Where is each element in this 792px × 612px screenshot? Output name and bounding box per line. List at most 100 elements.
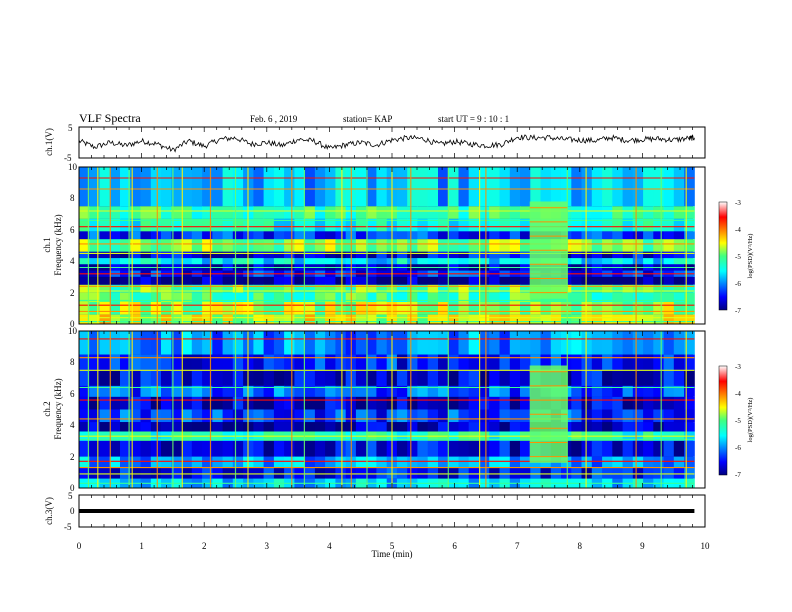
- spectrogram-cell: [458, 467, 470, 479]
- spectrogram-cell: [591, 302, 603, 315]
- spectrogram-cell: [520, 292, 531, 302]
- spectrogram-cell: [468, 292, 480, 302]
- spectrogram-cell: [232, 258, 244, 265]
- spectrogram-cell: [653, 292, 664, 302]
- spectrogram-cell: [212, 385, 223, 397]
- spectrogram-cell: [335, 167, 347, 207]
- spectrogram-cell: [376, 239, 388, 252]
- spectrogram-cell: [468, 276, 480, 285]
- spectrogram-cell: [232, 396, 244, 410]
- spectrogram-cell: [591, 422, 603, 432]
- spectrogram-cell: [571, 331, 582, 355]
- spectrogram-cell: [99, 354, 111, 371]
- spectrogram-cell: [540, 354, 552, 371]
- spectrogram-cell: [284, 251, 295, 259]
- spectrogram-cell: [643, 206, 654, 219]
- spectrogram-cell: [314, 239, 326, 252]
- spectrogram-cell: [294, 396, 306, 410]
- spectrogram-cell: [550, 314, 562, 324]
- spectrogram-cell: [663, 385, 675, 397]
- spectrogram-cell: [355, 276, 367, 285]
- ch1-cb-tick-neg6: -6: [735, 280, 741, 288]
- spectrogram-cell: [130, 331, 141, 355]
- spectrogram-cell: [366, 467, 377, 479]
- ch1-ytick-top: 5: [68, 123, 73, 133]
- ch1-colorbar-gradient: [718, 201, 728, 311]
- spectrogram-cell: [396, 440, 408, 457]
- spectrogram-cell: [581, 370, 593, 386]
- ch2-cb-tick-neg4: -4: [735, 390, 741, 398]
- spectrogram-cell: [99, 331, 111, 355]
- spectrogram-cell: [571, 206, 582, 219]
- spectrogram-cell: [232, 251, 244, 259]
- spectrogram-cell: [622, 258, 634, 265]
- spectrogram-cell: [150, 302, 162, 315]
- spectrogram-cell: [304, 218, 316, 232]
- spectrogram-cell: [479, 354, 490, 371]
- spectrogram-cell: [171, 354, 182, 371]
- x-tick-label: 2: [202, 541, 207, 551]
- spectrogram-cell: [448, 218, 459, 232]
- spectrogram-cell: [294, 251, 306, 259]
- spectrogram-cell: [458, 440, 470, 457]
- spectrogram-cell: [366, 206, 377, 219]
- spectrogram-cell: [253, 167, 265, 207]
- spectrogram-cell: [79, 396, 90, 410]
- spectrogram-cell: [130, 251, 141, 259]
- spectrogram-cell: [212, 167, 223, 207]
- time-axis-ticklabels: 0 1 2 3 4 5 6 7 8 9 10: [77, 541, 710, 551]
- spectrogram-cell: [376, 422, 388, 432]
- spectrogram-cell: [263, 409, 275, 423]
- spectrogram-cell: [591, 239, 603, 252]
- spectrogram-cell: [120, 370, 131, 386]
- spectrogram-cell: [171, 396, 182, 410]
- spectrogram-cell: [591, 276, 603, 285]
- spectrogram-cell: [109, 354, 121, 371]
- spectrogram-cell: [632, 167, 644, 207]
- spectrogram-cell: [232, 292, 244, 302]
- spectrogram-cell: [396, 239, 408, 252]
- spectrogram-cell: [448, 206, 459, 219]
- spectrogram-cell: [571, 218, 582, 232]
- spectrogram-cell: [273, 302, 285, 315]
- spectrogram-cell: [427, 467, 439, 479]
- spectrogram-cell: [273, 354, 285, 371]
- spectrogram-cell: [458, 276, 470, 285]
- spectrogram-cell: [468, 396, 480, 410]
- spectrogram-cell: [79, 456, 90, 468]
- spectrogram-cell: [222, 422, 234, 432]
- spectrogram-cell: [684, 218, 695, 232]
- spectrogram-cell: [427, 409, 439, 423]
- spectrogram-cell: [181, 167, 193, 207]
- spectrogram-cell: [376, 218, 388, 232]
- spectrogram-cell: [438, 258, 449, 265]
- spectrogram-cell: [325, 167, 336, 207]
- spectrogram-cell: [232, 456, 244, 468]
- spectrogram-cell: [427, 218, 439, 232]
- spectrogram-cell: [263, 302, 275, 315]
- spectrogram-cell: [130, 284, 141, 293]
- spectrogram-cell: [499, 331, 511, 355]
- spectrogram-cell: [407, 206, 418, 219]
- spectrogram-cell: [673, 385, 685, 397]
- ch1-cb-tick-neg3: -3: [735, 199, 741, 207]
- spectrogram-cell: [653, 218, 664, 232]
- spectrogram-cell: [427, 396, 439, 410]
- spectrogram-cell: [253, 456, 265, 468]
- spectrogram-cell: [181, 422, 193, 432]
- spectrogram-cell: [550, 331, 562, 355]
- spectrogram-cell: [273, 292, 285, 302]
- spectrogram-cell: [79, 276, 90, 285]
- spectrogram-cell: [602, 231, 613, 240]
- spectrogram-cell: [663, 440, 675, 457]
- spectrogram-cell: [89, 218, 100, 232]
- spectrogram-cell: [273, 276, 285, 285]
- spectrogram-cell: [663, 302, 675, 315]
- spectrogram-cell: [161, 251, 172, 259]
- time-axis-label: Time (min): [372, 549, 413, 559]
- spectrogram-cell: [489, 354, 500, 371]
- spectrogram-cell: [150, 440, 162, 457]
- spectrogram-cell: [325, 456, 336, 468]
- spectrogram-cell: [479, 167, 490, 207]
- spectrogram-cell: [325, 251, 336, 259]
